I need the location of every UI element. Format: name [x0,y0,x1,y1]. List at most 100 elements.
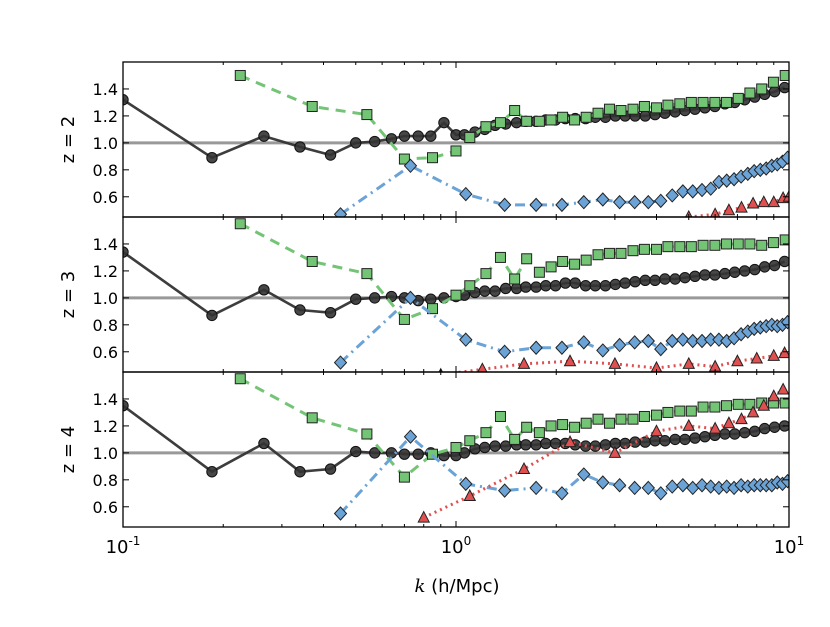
data-point-black [619,277,631,289]
data-point-green [450,289,462,301]
data-point-green [720,238,732,250]
data-point-blue [529,480,543,496]
series-blue [333,290,789,370]
data-point-black [479,285,491,297]
data-point-blue [665,188,679,203]
data-point-green [638,410,650,422]
data-point-black [689,270,701,283]
data-point-red [682,418,696,431]
data-point-green [709,96,721,108]
data-point-blue [654,193,668,209]
data-point-green [685,96,697,108]
data-point-black [599,280,612,292]
data-point-black [749,425,761,438]
data-point-black [324,463,337,475]
data-point-green [306,412,318,424]
x-axis-title: k (h/Mpc) [414,576,499,597]
data-point-green [569,114,581,126]
data-point-black [479,441,491,454]
data-point-red [608,356,622,369]
data-point-blue [686,333,700,349]
data-point-black [559,277,572,289]
data-point-black [398,448,411,460]
data-point-black [510,282,523,295]
data-point-green [398,153,410,165]
panel-3: 0.6 0.8 1.0 1.2 1.4 z = 4 [58,371,790,528]
data-point-green [662,241,674,253]
data-point-black [369,292,381,304]
data-point-blue [333,355,348,370]
data-point-blue [497,483,512,498]
data-point-green [569,421,581,433]
data-point-blue [555,486,569,501]
plot-area [123,218,789,372]
data-point-red [782,189,789,202]
y-tick-label: 0.8 [93,471,118,490]
data-point-green [744,87,756,99]
data-point-blue [654,486,668,501]
y-tick-label: 1.4 [93,390,118,409]
data-point-blue [333,506,348,521]
data-point-red [417,510,431,523]
data-point-black [589,280,601,292]
data-point-green [569,258,581,270]
data-point-black [425,293,437,305]
series-green [234,69,789,165]
series-line-red [688,195,789,217]
data-point-black [709,269,721,281]
data-point-green [627,103,639,115]
data-point-green [674,405,686,417]
data-point-black [729,266,741,278]
data-point-red [563,435,577,448]
data-point-green [521,253,533,265]
data-point-green [494,410,506,422]
data-point-black [425,130,437,142]
data-point-blue [459,332,473,347]
data-point-green [545,114,557,126]
data-point-green [580,111,592,123]
data-point-green [234,373,246,385]
data-point-green [509,433,521,445]
data-point-green [533,266,545,278]
data-point-black [639,274,651,287]
data-point-green [615,247,627,259]
data-point-black [609,278,622,291]
data-point-red [650,360,663,372]
data-point-green [638,243,650,255]
data-point-black [599,439,612,451]
panel-label: z = 3 [58,271,79,318]
data-point-black [549,280,562,292]
data-point-green [464,280,476,292]
data-point-green [662,406,674,418]
data-point-black [738,426,751,439]
data-point-green [732,398,744,410]
data-point-red [477,362,488,372]
data-point-blue [686,480,700,496]
data-point-green [557,419,569,431]
data-point-green [709,401,721,413]
y-tick-label: 1.2 [93,417,118,436]
y-tick-label: 0.8 [93,161,118,180]
series-blue [333,150,789,217]
data-point-black [530,439,542,451]
data-point-red [746,196,760,209]
data-point-black [669,433,681,446]
data-point-black [778,81,789,94]
data-point-red [608,445,622,458]
data-point-green [744,398,756,410]
data-point-green [697,239,709,251]
data-point-black [350,445,362,458]
data-point-blue [497,344,512,360]
data-point-blue [577,194,591,210]
data-point-black [629,275,641,288]
panel-frame [122,371,790,528]
data-point-green [509,105,521,117]
data-point-red [776,382,789,395]
y-tick-label: 1.0 [93,134,118,153]
data-point-green [464,435,476,447]
panel-2: 0.6 0.8 1.0 1.2 1.4 z = 3 [58,216,790,373]
data-point-blue [612,477,627,493]
data-point-blue [704,479,718,494]
x-tick-label: 101 [774,534,805,558]
series-black [123,246,789,322]
